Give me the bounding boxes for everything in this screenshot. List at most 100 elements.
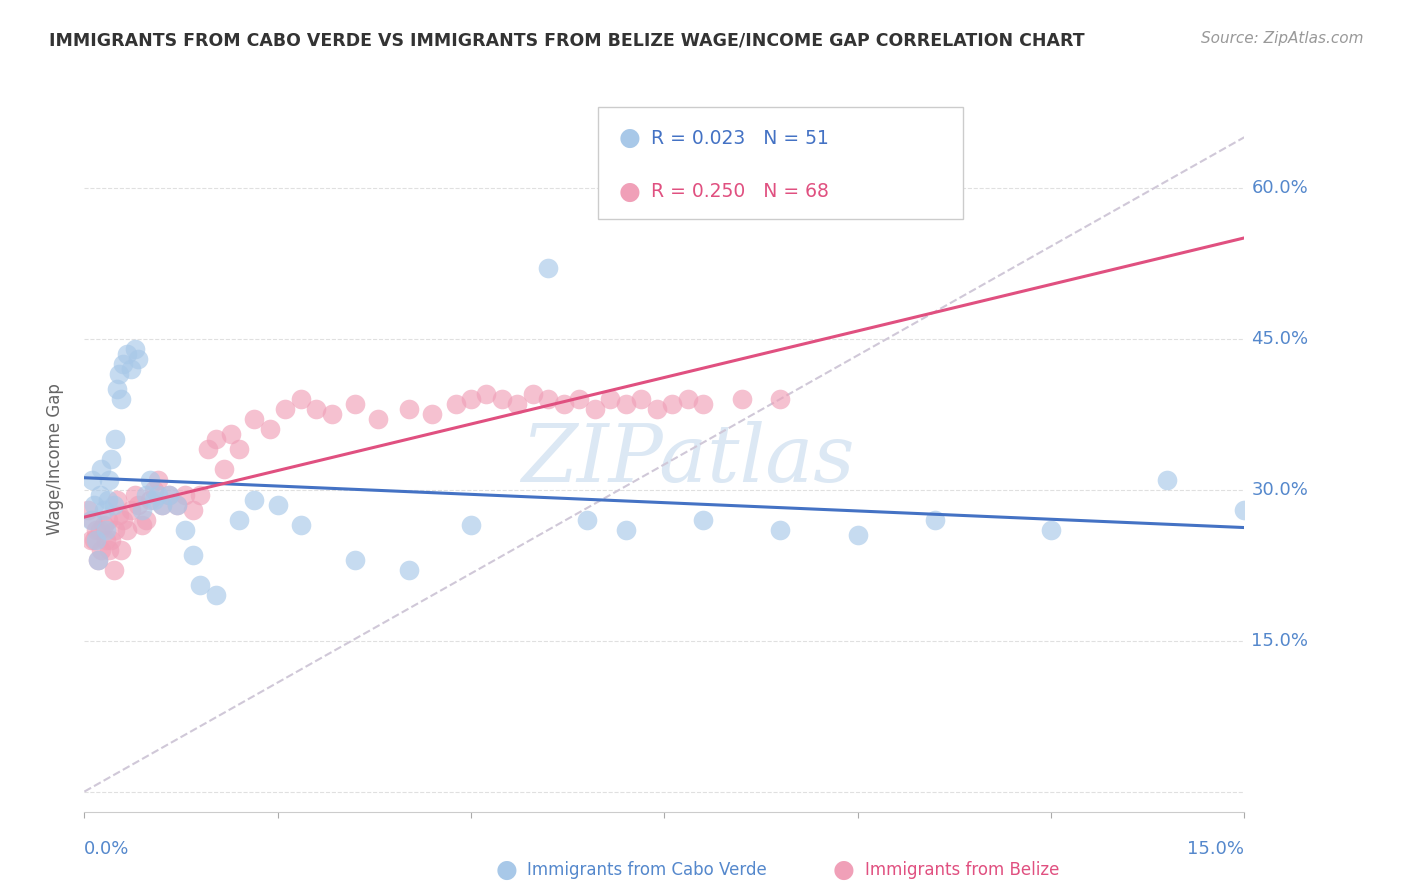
Text: ●: ● (619, 180, 641, 203)
Point (243, 412, 266, 426)
Point (115, 346, 138, 360)
Point (212, 462, 235, 476)
Point (84, 523, 107, 537)
Point (90, 543, 112, 558)
Point (94, 523, 117, 537)
Point (150, 498, 173, 512)
Point (105, 492, 128, 507)
Text: R = 0.023   N = 51: R = 0.023 N = 51 (651, 128, 830, 148)
Point (228, 442, 250, 457)
Point (105, 382, 128, 396)
Point (112, 513, 135, 527)
Point (110, 392, 132, 406)
Point (645, 402, 668, 417)
Text: ●: ● (619, 127, 641, 150)
Point (143, 492, 166, 507)
Point (568, 392, 591, 406)
Text: 0.0%: 0.0% (84, 840, 129, 858)
Point (143, 483, 166, 497)
Point (120, 361, 142, 376)
Text: ●: ● (832, 858, 855, 881)
Point (146, 473, 169, 487)
Point (159, 487, 180, 501)
Point (174, 523, 197, 537)
Point (491, 392, 513, 406)
Point (1040, 523, 1063, 537)
Point (769, 523, 792, 537)
Text: R = 0.250   N = 68: R = 0.250 N = 68 (651, 182, 830, 202)
Point (583, 402, 606, 417)
Point (205, 588, 228, 602)
Text: 15.0%: 15.0% (1187, 840, 1244, 858)
Point (321, 407, 343, 421)
Point (103, 563, 125, 577)
Text: 15.0%: 15.0% (1251, 632, 1309, 649)
Point (174, 487, 197, 501)
Point (98, 473, 121, 487)
Point (166, 498, 188, 512)
Point (444, 397, 467, 411)
Point (267, 498, 290, 512)
Point (139, 492, 162, 507)
Point (344, 397, 367, 411)
Point (89, 487, 111, 501)
Point (87, 553, 110, 567)
Point (128, 351, 150, 366)
Point (96, 492, 118, 507)
Point (108, 508, 131, 522)
Text: 60.0%: 60.0% (1251, 178, 1308, 196)
Point (188, 578, 212, 592)
Point (614, 397, 637, 411)
Point (93, 502, 115, 516)
Point (82, 513, 104, 527)
Point (460, 392, 482, 406)
Point (181, 548, 204, 562)
Point (274, 402, 297, 417)
Point (128, 498, 150, 512)
Point (84, 533, 107, 547)
Point (124, 487, 146, 501)
Point (221, 427, 243, 442)
Point (93, 517, 115, 532)
Point (197, 442, 219, 457)
Point (661, 397, 683, 411)
Point (150, 498, 173, 512)
Point (94, 533, 117, 547)
Text: 45.0%: 45.0% (1251, 329, 1309, 348)
Point (159, 487, 180, 501)
Point (614, 523, 637, 537)
Text: Immigrants from Belize: Immigrants from Belize (865, 861, 1059, 879)
Point (537, 392, 560, 406)
Point (924, 513, 946, 527)
Point (243, 492, 266, 507)
Text: ●: ● (495, 858, 517, 881)
Point (460, 517, 482, 532)
Text: 30.0%: 30.0% (1251, 481, 1308, 499)
Point (259, 422, 281, 436)
Point (731, 392, 754, 406)
Point (1233, 502, 1256, 516)
Point (367, 412, 389, 426)
Point (676, 392, 699, 406)
Point (110, 543, 132, 558)
Point (1156, 473, 1178, 487)
Point (104, 523, 127, 537)
Point (290, 517, 312, 532)
Point (205, 432, 228, 446)
Point (96, 513, 118, 527)
Point (135, 513, 157, 527)
Point (630, 392, 652, 406)
Point (692, 513, 714, 527)
Point (846, 528, 869, 542)
Point (83, 533, 105, 547)
Point (188, 487, 212, 501)
Y-axis label: Wage/Income Gap: Wage/Income Gap (45, 384, 63, 535)
Point (108, 367, 131, 381)
Point (77, 502, 100, 516)
Point (124, 342, 146, 356)
Point (576, 513, 599, 527)
Point (692, 397, 714, 411)
Point (139, 473, 162, 487)
Point (79, 533, 101, 547)
Point (506, 397, 529, 411)
